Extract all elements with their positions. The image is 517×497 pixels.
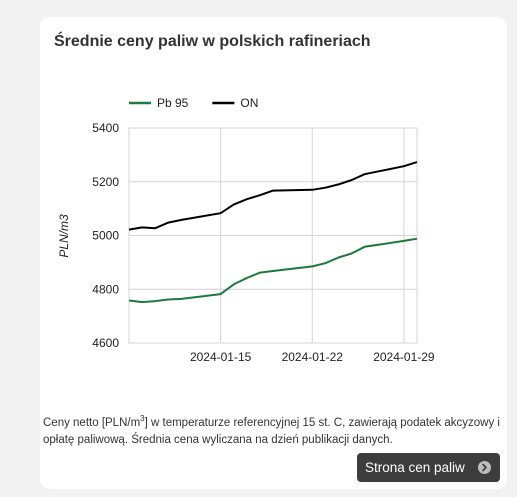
legend-label-on: ON [240,96,258,110]
price-line-chart: 4600 4800 5000 5200 5400 2024-01-15 2024-01-22… [57,96,435,364]
price-note-text-start: Ceny netto [PLN/m [43,417,141,429]
fuel-prices-card: Średnie ceny paliw w polskich rafineriac… [40,17,507,489]
y-tick-label: 5400 [92,121,119,135]
chart-legend: Pb 95 ON [129,96,258,110]
y-tick-label: 4800 [92,282,119,296]
series-line-on [128,161,418,231]
x-tick-label: 2024-01-15 [190,350,252,364]
y-tick-label: 5200 [92,175,119,189]
legend-label-pb95: Pb 95 [157,96,189,110]
x-tick-label: 2024-01-22 [282,350,344,364]
fuel-prices-page-button[interactable]: Strona cen paliw [357,453,500,482]
chart-grid [128,127,418,344]
x-tick-label: 2024-01-29 [373,350,435,364]
chart-series [128,161,418,304]
series-line-pb95 [128,237,418,304]
price-note-superscript: 3 [140,414,145,424]
button-label: Strona cen paliw [365,460,465,475]
chevron-right-circle-icon [478,461,491,474]
y-tick-label: 4600 [92,336,119,350]
card-title: Średnie ceny paliw w polskich rafineriac… [54,33,371,50]
y-tick-label: 5000 [92,229,119,243]
price-note: Ceny netto [PLN/m3] w temperaturze refer… [43,415,501,449]
plot-border [128,127,418,344]
y-axis-label: PLN/m3 [57,214,71,258]
price-note-text-end: ] w temperaturze referencyjnej 15 st. C,… [43,417,500,446]
chart-axes: 4600 4800 5000 5200 5400 2024-01-15 2024-01-22… [92,121,435,364]
